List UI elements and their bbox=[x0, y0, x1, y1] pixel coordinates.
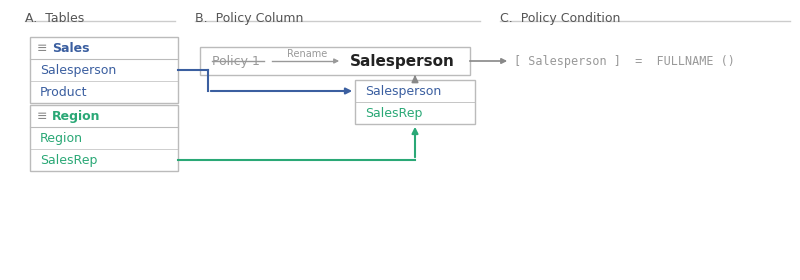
Text: Policy 1: Policy 1 bbox=[212, 55, 260, 67]
Text: [ Salesperson ]  =  FULLNAME (): [ Salesperson ] = FULLNAME () bbox=[514, 55, 735, 67]
Text: B.  Policy Column: B. Policy Column bbox=[195, 12, 303, 25]
Text: Salesperson: Salesperson bbox=[40, 64, 116, 76]
Text: Product: Product bbox=[40, 85, 87, 99]
Text: SalesRep: SalesRep bbox=[40, 153, 98, 167]
Text: Region: Region bbox=[52, 109, 101, 123]
Text: Sales: Sales bbox=[52, 41, 90, 55]
Text: ≡: ≡ bbox=[37, 41, 47, 55]
Text: A.  Tables: A. Tables bbox=[25, 12, 84, 25]
Bar bbox=[200, 47, 470, 75]
Bar bbox=[30, 105, 178, 171]
Text: Salesperson: Salesperson bbox=[350, 53, 455, 69]
Text: Region: Region bbox=[40, 132, 83, 144]
Text: SalesRep: SalesRep bbox=[365, 106, 422, 120]
Text: Salesperson: Salesperson bbox=[365, 85, 442, 97]
Text: C.  Policy Condition: C. Policy Condition bbox=[500, 12, 620, 25]
Text: ≡: ≡ bbox=[37, 109, 47, 123]
Bar bbox=[355, 80, 475, 124]
Text: Rename: Rename bbox=[287, 49, 327, 59]
Bar bbox=[30, 37, 178, 103]
